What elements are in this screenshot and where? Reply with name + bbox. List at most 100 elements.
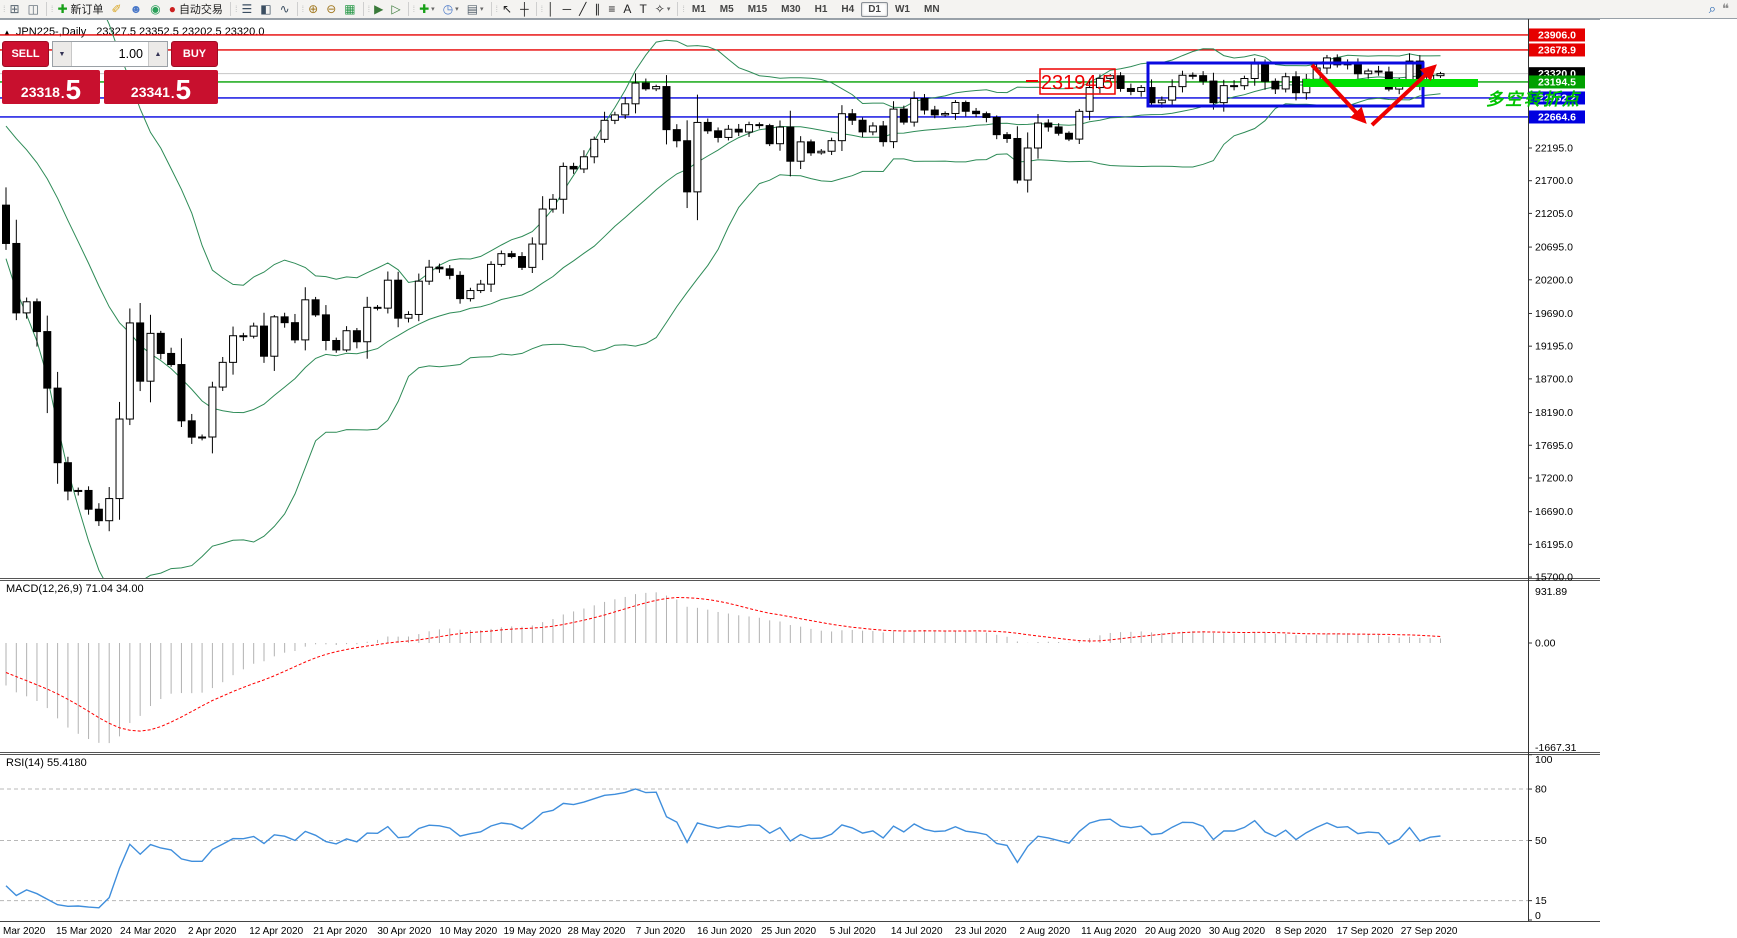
zoom-out-button[interactable]: ⊖ [322, 0, 340, 19]
candle [404, 313, 413, 319]
templates-button[interactable]: ▤ ▾ [463, 0, 488, 19]
candle [290, 322, 299, 341]
indicators-button[interactable]: ✚ ▾ [415, 0, 439, 19]
candle [487, 263, 496, 285]
trendline-button[interactable]: ╱ [575, 0, 590, 19]
candle [806, 141, 815, 154]
zoom-in-button[interactable]: ⊕ [304, 0, 322, 19]
price-chart-canvas[interactable]: 23194.5 22195.0 21700.0 21205.0 20695.0 20200… [0, 19, 1737, 938]
candle [466, 290, 475, 300]
crosshair-button[interactable]: ┼ [516, 0, 533, 19]
date-tick-label: 8 Sep 2020 [1275, 926, 1327, 937]
profiles-button[interactable]: ◫ [24, 0, 43, 19]
up-arrow-annotation[interactable] [1370, 64, 1437, 127]
candle [1064, 132, 1073, 140]
timeframe-m30-button[interactable]: M30 [781, 3, 801, 15]
text-button[interactable]: A [619, 0, 635, 19]
candle [745, 124, 754, 133]
candle [146, 332, 155, 382]
one-click-trading-panel: SELL ▼ ▲ BUY 23318 . 5 23341 . 5 [2, 41, 218, 104]
auto-scroll-button[interactable]: ▷ [387, 0, 404, 19]
chevron-down-icon[interactable]: ▾ [480, 6, 484, 13]
tile-windows-button[interactable]: ▦ [340, 0, 359, 19]
timeframe-d1-button[interactable]: D1 [861, 1, 888, 17]
buy-price-main: 23341 [130, 84, 170, 101]
candle [776, 126, 784, 145]
candle [1095, 77, 1104, 89]
candle [1281, 76, 1290, 90]
candle [187, 420, 196, 438]
candle [1436, 73, 1445, 77]
price-tick-label: 15700.0 [1535, 572, 1573, 584]
candle [641, 82, 650, 90]
rsi-level-label: 0 [1535, 910, 1541, 922]
bar-chart-button[interactable]: ☰ [237, 0, 256, 19]
timeframe-h4-button[interactable]: H4 [841, 3, 855, 15]
buy-price-tile[interactable]: 23341 . 5 [104, 70, 218, 104]
price-callout-box[interactable] [1039, 68, 1116, 95]
svg-text:22952.2: 22952.2 [1538, 92, 1576, 104]
periods-button[interactable]: ◷ ▾ [439, 0, 463, 19]
rsi-level-label: 100 [1535, 754, 1553, 766]
price-callout-text[interactable]: 23194.5 [1041, 72, 1113, 94]
new-chart-button[interactable]: ⊞ [6, 0, 24, 19]
candle [1219, 85, 1228, 104]
candlestick-chart-button[interactable]: ◧ [256, 0, 275, 19]
new-order-button[interactable]: ✚ 新订单 [53, 0, 107, 19]
eraser-button[interactable]: ✐ [108, 0, 126, 19]
vertical-line-button[interactable]: │ [543, 0, 559, 19]
zoom-out-icon: ⊖ [326, 1, 337, 16]
line-chart-button[interactable]: ∿ [276, 0, 294, 19]
volume-decrease-button[interactable]: ▼ [53, 42, 72, 66]
candle [125, 322, 134, 420]
fibonacci-button[interactable]: ≡ [604, 0, 619, 19]
new-chart-icon: ⊞ [9, 1, 20, 16]
chevron-down-icon[interactable]: ▾ [431, 6, 435, 13]
timeframe-m5-button[interactable]: M5 [719, 3, 734, 15]
svg-text:23906.0: 23906.0 [1538, 29, 1576, 41]
turning-point-annotation[interactable]: 多空转折点 [1486, 90, 1581, 109]
down-arrow-annotation[interactable] [1310, 63, 1367, 124]
timeframe-w1-button[interactable]: W1 [894, 3, 910, 15]
candle [1292, 76, 1300, 94]
autotrading-button[interactable]: ● 自动交易 [165, 0, 227, 19]
volume-increase-button[interactable]: ▲ [148, 42, 167, 66]
crosshair-icon: ┼ [520, 1, 529, 16]
candle [229, 335, 238, 363]
volume-input[interactable] [72, 42, 148, 66]
horizontal-line-button[interactable]: ─ [559, 0, 576, 19]
candle [941, 113, 950, 116]
sell-price-tile[interactable]: 23318 . 5 [2, 70, 100, 104]
chart-shift-button[interactable]: ▶ [370, 0, 387, 19]
date-tick-label: 28 May 2020 [568, 926, 626, 937]
timeframe-m1-button[interactable]: M1 [691, 3, 706, 15]
candle [497, 253, 506, 265]
text-label-button[interactable]: T [635, 0, 650, 19]
cursor-button[interactable]: ↖ [498, 0, 516, 19]
timeframe-m15-button[interactable]: M15 [747, 3, 768, 15]
chevron-down-icon[interactable]: ▾ [666, 6, 671, 13]
expert-advisors-button[interactable]: ☻ [126, 0, 147, 19]
horizontal-line-icon: ─ [562, 1, 572, 16]
channel-button[interactable]: ∥ [590, 0, 604, 19]
chevron-down-icon[interactable]: ▾ [455, 6, 459, 13]
support-zone-bar-annotation[interactable] [1303, 79, 1478, 87]
candle [559, 165, 568, 200]
sell-price-pips: 5 [65, 74, 82, 106]
macd-signal-line [5, 596, 1441, 732]
search-icon[interactable]: ⌕ [1708, 1, 1716, 16]
candles-series [2, 53, 1445, 532]
bar-chart-icon: ☰ [241, 1, 253, 16]
auto-scroll-icon: ▷ [391, 1, 401, 16]
buy-button[interactable]: BUY [171, 41, 218, 67]
panel-collapse-icon[interactable]: ▲ [3, 28, 11, 37]
buy-price-dot: . [170, 85, 175, 101]
timeframe-h1-button[interactable]: H1 [814, 3, 828, 15]
timeframe-mn-button[interactable]: MN [923, 3, 940, 15]
sell-button[interactable]: SELL [2, 41, 49, 67]
arrows-button[interactable]: ✧ ▾ [651, 0, 675, 19]
candle [518, 256, 526, 268]
chat-icon[interactable]: ❝ [1722, 1, 1729, 16]
signals-button[interactable]: ◉ [146, 0, 164, 19]
volume-control: ▼ ▲ [52, 41, 168, 67]
